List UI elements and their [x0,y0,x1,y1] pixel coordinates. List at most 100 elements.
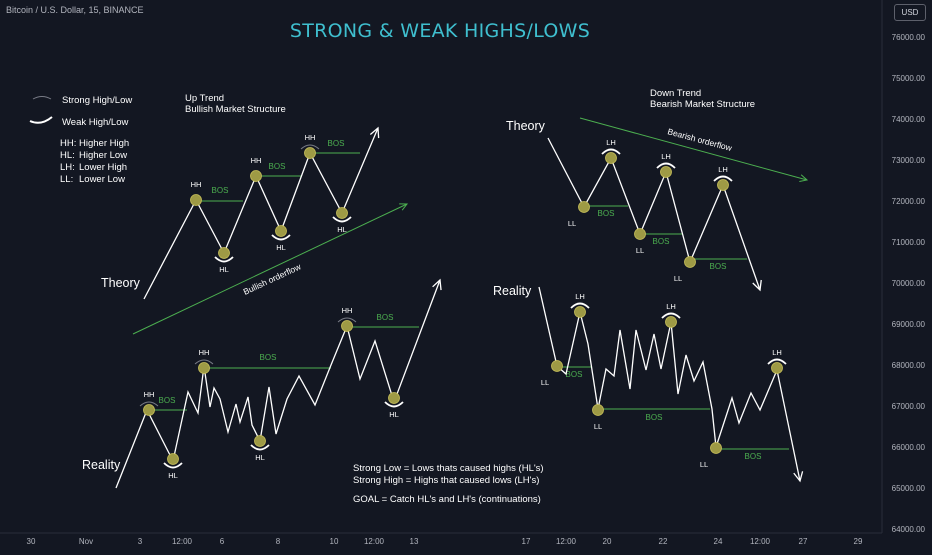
weak-arc [271,234,291,241]
down-trend-reality-arrowhead [793,471,804,483]
bearish-orderflow-line [579,117,808,181]
strong-arc [300,144,320,150]
bos-label: BOS [159,396,176,405]
bos-label: BOS [653,237,670,246]
price-scale[interactable]: 76000.00 75000.00 74000.00 73000.00 72000.00… [892,33,926,534]
bos-label: BOS [328,139,345,148]
def-ll-abbr: LL: [60,174,73,185]
time-tick-label: 8 [276,537,281,546]
def-lh-text: Lower High [79,162,127,173]
time-tick-label: 10 [330,537,339,546]
swing-point-marker [684,256,696,268]
weak-arc [384,401,404,408]
time-tick-label: Nov [79,537,93,546]
strong-arc [337,317,357,323]
up-trend-subtitle: Bullish Market Structure [185,104,286,115]
weak-arc [601,148,621,155]
strong-arc [194,359,214,365]
price-tick-label: 76000.00 [892,33,926,42]
note-strong-low: Strong Low = Lows thats caused highs (HL… [353,463,544,474]
swing-point-label: HH [342,306,353,315]
swing-point-label: HL [168,471,178,480]
bearish-orderflow-line-arrowhead [799,174,809,183]
swing-point-label: LL [541,378,549,387]
bos-label: BOS [646,413,663,422]
bos-label: BOS [260,353,277,362]
time-tick-label: 27 [799,537,808,546]
weak-arc [332,216,352,223]
def-ll-text: Lower Low [79,174,125,185]
orderflow-trendlines [132,117,809,335]
swing-point-marker [578,201,590,213]
swing-points: HH HL HH HL HH HL LL LH LL LH LL LH HH HL HH HL HH HL LL LH… [139,133,787,480]
reality-label-right: Reality [493,284,532,298]
up-trend-title: Up Trend [185,93,224,104]
note-strong-high: Strong High = Highs that caused lows (LH… [353,475,539,486]
swing-point-label: HL [219,265,229,274]
price-tick-label: 75000.00 [892,74,926,83]
weak-arc [767,358,787,365]
swing-point-label: LH [772,348,782,357]
time-tick-label: 22 [659,537,668,546]
swing-point-label: HL [255,453,265,462]
swing-point-label: LH [606,138,616,147]
swing-point-marker [275,225,287,237]
note-goal: GOAL = Catch HL's and LH's (continuation… [353,494,541,505]
up-trend-reality-arrowhead [432,278,442,291]
swing-point-marker [605,152,617,164]
swing-point-label: LH [666,302,676,311]
swing-point-label: LH [718,165,728,174]
weak-arc-legend-icon [29,116,53,124]
def-hh-text: Higher High [79,138,129,149]
up-trend-theory-price-path [143,127,379,300]
swing-point-label: LL [674,274,682,283]
time-tick-label: 12:00 [556,537,577,546]
swing-point-marker [304,147,316,159]
weak-arc [214,256,234,263]
bos-label: BOS [377,313,394,322]
time-tick-label: 12:00 [750,537,771,546]
swing-point-label: HL [276,243,286,252]
swing-point-marker [250,170,262,182]
bullish-orderflow-line-arrowhead [399,203,409,211]
price-tick-label: 68000.00 [892,361,926,370]
price-tick-label: 74000.00 [892,115,926,124]
swing-point-label: LL [700,460,708,469]
swing-point-label: LH [661,152,671,161]
swing-point-marker [710,442,722,454]
swing-point-marker [388,392,400,404]
swing-point-marker [143,404,155,416]
time-tick-label: 17 [522,537,531,546]
bos-label: BOS [269,162,286,171]
chart-title: STRONG & WEAK HIGHS/LOWS [289,20,591,42]
price-tick-label: 72000.00 [892,197,926,206]
theory-label-right: Theory [506,119,546,133]
weak-arc [570,302,590,309]
time-axis[interactable]: 30 Nov 3 12:00 6 8 10 12:00 13 17 12:00 20 22 24 12:00… [27,537,863,546]
swing-point-label: LL [568,219,576,228]
swing-point-marker [634,228,646,240]
up-trend-reality-price-path [115,279,441,489]
price-tick-label: 64000.00 [892,525,926,534]
time-tick-label: 6 [220,537,225,546]
reality-label-left: Reality [82,458,121,472]
time-tick-label: 13 [410,537,419,546]
swing-point-marker [167,453,179,465]
legend-strong-label: Strong High/Low [62,95,132,106]
time-tick-label: 24 [714,537,723,546]
swing-point-label: HH [144,390,155,399]
swing-point-label: HH [191,180,202,189]
legend-weak-label: Weak High/Low [62,117,128,128]
currency-button[interactable]: USD [894,4,926,21]
down-trend-title: Down Trend [650,88,701,99]
swing-point-marker [592,404,604,416]
swing-paths [115,126,804,489]
down-trend-theory-price-path [547,137,761,291]
strong-arc-legend-icon [32,96,52,100]
price-tick-label: 71000.00 [892,238,926,247]
swing-point-label: HH [305,133,316,142]
down-trend-theory-arrowhead [752,279,762,292]
swing-point-marker [198,362,210,374]
